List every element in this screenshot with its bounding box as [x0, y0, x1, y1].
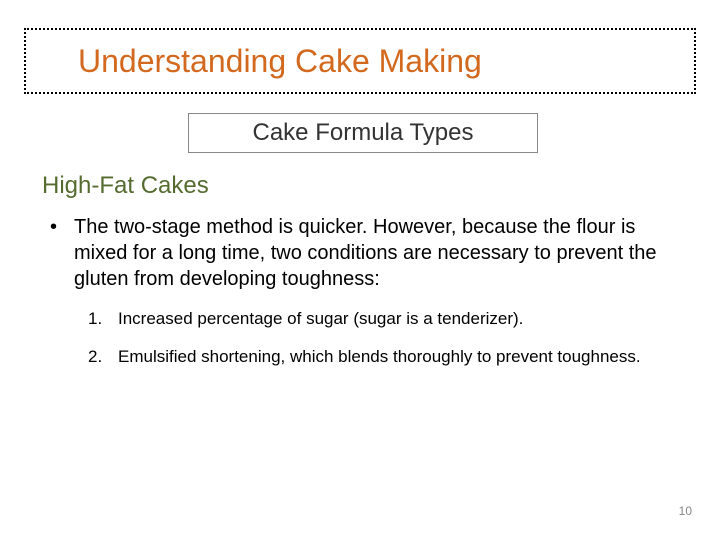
- numbered-label: 2.: [88, 346, 118, 368]
- title-box: Understanding Cake Making: [24, 28, 696, 94]
- slide-title: Understanding Cake Making: [78, 43, 482, 80]
- bullet-item: • The two-stage method is quicker. Howev…: [50, 214, 670, 292]
- bullet-marker: •: [50, 214, 74, 240]
- section-heading: High-Fat Cakes: [42, 172, 209, 200]
- numbered-label: 1.: [88, 308, 118, 330]
- content-body: • The two-stage method is quicker. Howev…: [50, 214, 670, 384]
- numbered-item: 1. Increased percentage of sugar (sugar …: [88, 308, 670, 330]
- page-number: 10: [679, 504, 692, 518]
- numbered-list: 1. Increased percentage of sugar (sugar …: [88, 308, 670, 368]
- bullet-text: The two-stage method is quicker. However…: [74, 214, 670, 292]
- numbered-item: 2. Emulsified shortening, which blends t…: [88, 346, 670, 368]
- subtitle-box: Cake Formula Types: [188, 113, 538, 153]
- numbered-text: Emulsified shortening, which blends thor…: [118, 346, 641, 368]
- numbered-text: Increased percentage of sugar (sugar is …: [118, 308, 523, 330]
- slide-subtitle: Cake Formula Types: [253, 119, 474, 147]
